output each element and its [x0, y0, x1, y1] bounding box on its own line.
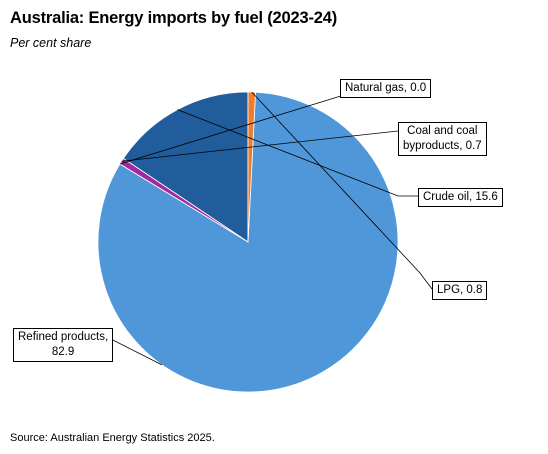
leader-line-natural-gas: [119, 94, 345, 165]
slice-label-line: Refined products,: [18, 331, 109, 343]
slice-label-crude-oil: Crude oil, 15.6: [418, 188, 503, 207]
slice-label-refined-products: Refined products, 82.9: [13, 328, 114, 362]
slice-label-natural-gas: Natural gas, 0.0: [340, 79, 432, 98]
slice-label-line: LPG, 0.8: [437, 284, 483, 296]
slice-label-coal: Coal and coal byproducts, 0.7: [398, 122, 487, 156]
leader-line-lpg: [251, 91, 433, 290]
slice-label-line: byproducts, 0.7: [403, 140, 482, 152]
chart-subtitle: Per cent share: [10, 36, 92, 50]
chart-title: Australia: Energy imports by fuel (2023-…: [10, 9, 337, 27]
slice-label-line: Coal and coal: [407, 125, 478, 137]
slice-label-line: 82.9: [51, 346, 75, 358]
slice-label-lpg: LPG, 0.8: [432, 281, 488, 300]
chart-source: Source: Australian Energy Statistics 202…: [10, 432, 215, 444]
leader-line-coal-and-coal-byproducts: [121, 130, 399, 162]
slice-label-line: Crude oil, 15.6: [423, 191, 498, 203]
slice-label-line: Natural gas, 0.0: [345, 82, 427, 94]
leader-line-crude-oil: [177, 109, 418, 197]
pie-slice-refined-products: [97, 91, 399, 393]
